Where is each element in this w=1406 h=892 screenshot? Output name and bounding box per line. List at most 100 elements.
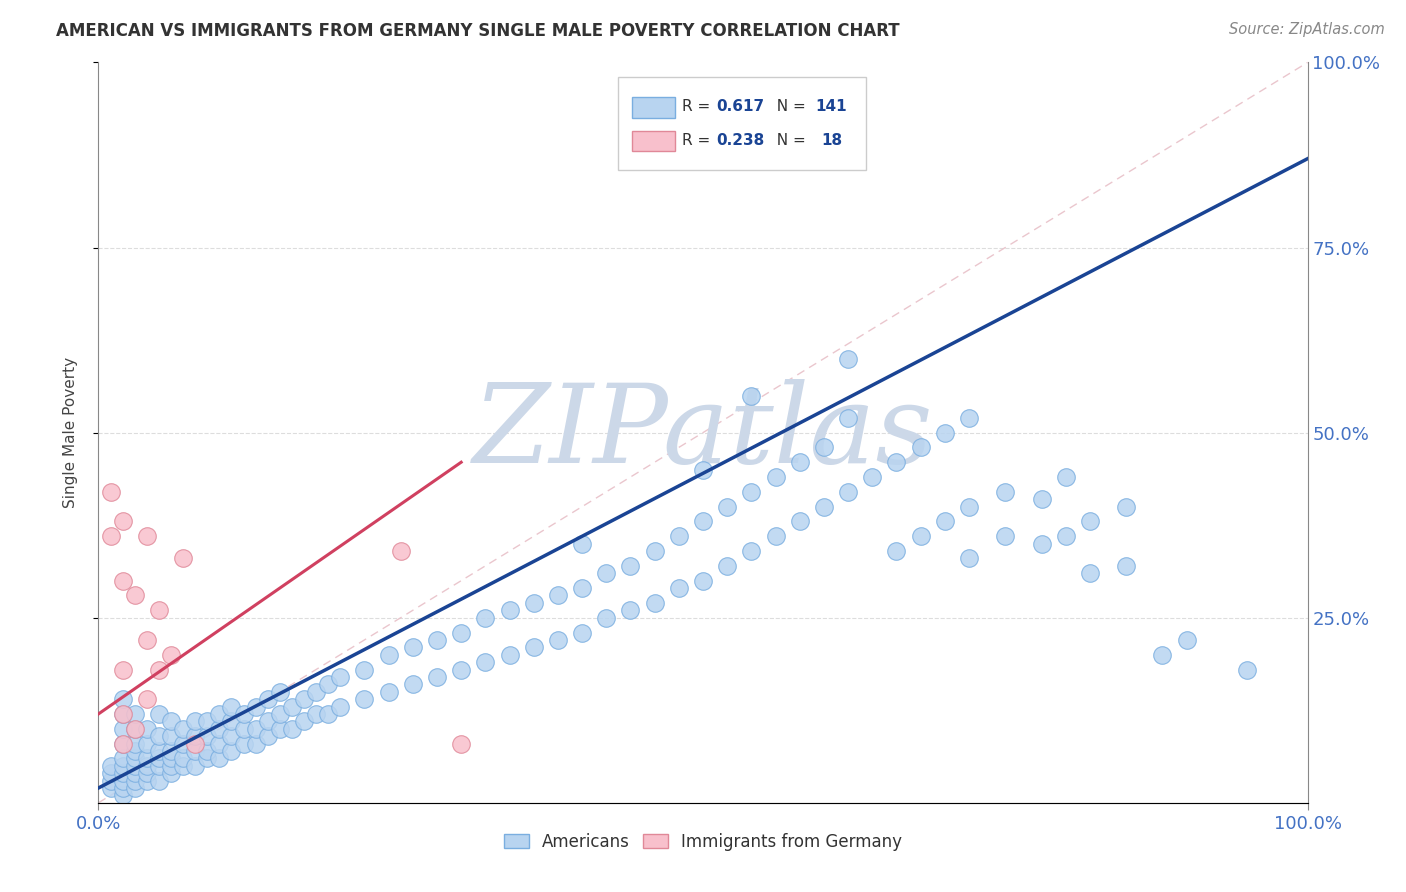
Point [245, 737, 267, 751]
Point [256, 714, 278, 729]
Point [994, 529, 1017, 543]
Point [547, 589, 569, 603]
Point [160, 758, 183, 772]
Point [124, 751, 146, 765]
Point [353, 663, 375, 677]
Point [221, 714, 243, 729]
Text: R =: R = [682, 133, 716, 148]
Point [232, 737, 254, 751]
Point [148, 663, 170, 677]
Point [195, 714, 218, 729]
Point [595, 566, 617, 581]
Point [111, 515, 134, 529]
Text: N =: N = [768, 133, 811, 148]
Point [100, 484, 122, 499]
Point [498, 648, 520, 662]
Point [111, 737, 134, 751]
Point [1078, 515, 1101, 529]
Point [232, 706, 254, 721]
Point [148, 773, 170, 788]
Point [124, 758, 146, 772]
Point [1152, 648, 1174, 662]
Point [269, 685, 291, 699]
Point [124, 737, 146, 751]
Point [124, 722, 146, 736]
Point [135, 773, 157, 788]
Point [111, 574, 134, 588]
Point [837, 410, 859, 425]
Point [1031, 536, 1053, 550]
Point [160, 751, 183, 765]
Point [100, 529, 122, 543]
Point [329, 670, 352, 684]
Text: 141: 141 [815, 99, 846, 114]
Point [1175, 632, 1198, 647]
Point [571, 536, 593, 550]
Point [934, 425, 956, 440]
Point [292, 714, 315, 729]
Point [148, 603, 170, 617]
Point [111, 722, 134, 736]
Point [135, 529, 157, 543]
Point [886, 544, 908, 558]
Point [740, 544, 762, 558]
Text: N =: N = [768, 99, 811, 114]
Point [111, 766, 134, 780]
Point [692, 574, 714, 588]
Point [195, 751, 218, 765]
Point [765, 529, 787, 543]
Point [1115, 500, 1137, 514]
Point [377, 648, 399, 662]
Point [221, 699, 243, 714]
Point [765, 470, 787, 484]
Point [124, 744, 146, 758]
Point [957, 551, 980, 566]
Point [135, 692, 157, 706]
Point [100, 773, 122, 788]
FancyBboxPatch shape [619, 78, 866, 169]
Point [100, 758, 122, 772]
Point [316, 706, 339, 721]
Point [910, 529, 932, 543]
Point [111, 692, 134, 706]
Point [256, 692, 278, 706]
Point [245, 699, 267, 714]
Point [184, 737, 207, 751]
Point [740, 484, 762, 499]
FancyBboxPatch shape [631, 130, 675, 152]
Point [547, 632, 569, 647]
Point [111, 706, 134, 721]
Point [474, 655, 496, 669]
Point [195, 744, 218, 758]
Point [957, 500, 980, 514]
Point [837, 484, 859, 499]
Point [208, 706, 231, 721]
Point [111, 780, 134, 795]
Point [208, 722, 231, 736]
Point [135, 751, 157, 765]
Point [644, 596, 666, 610]
Point [160, 729, 183, 743]
Point [148, 729, 170, 743]
Point [523, 596, 546, 610]
Point [305, 706, 328, 721]
Point [353, 692, 375, 706]
Point [245, 722, 267, 736]
Point [124, 706, 146, 721]
Point [910, 441, 932, 455]
Point [994, 484, 1017, 499]
Point [474, 610, 496, 624]
Point [957, 410, 980, 425]
Point [124, 589, 146, 603]
Point [281, 699, 304, 714]
Point [148, 706, 170, 721]
Point [111, 758, 134, 772]
Point [221, 744, 243, 758]
Point [329, 699, 352, 714]
Point [172, 737, 194, 751]
Y-axis label: Single Male Poverty: Single Male Poverty [63, 357, 77, 508]
Point [1031, 492, 1053, 507]
Point [886, 455, 908, 469]
Text: 0.238: 0.238 [716, 133, 765, 148]
Point [124, 780, 146, 795]
